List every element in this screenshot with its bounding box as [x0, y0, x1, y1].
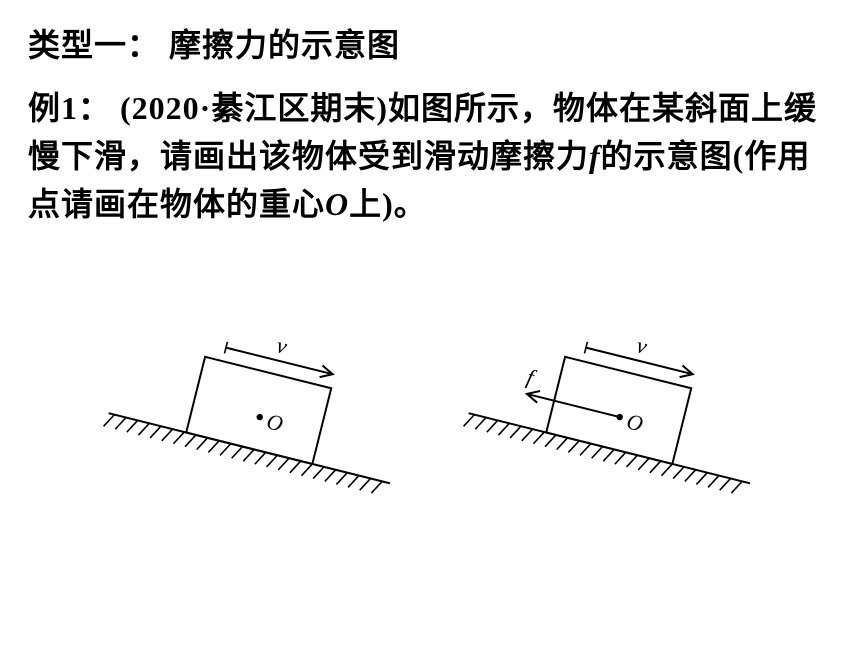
svg-text:v: v: [274, 332, 290, 359]
problem-O: O: [325, 186, 349, 222]
svg-text:v: v: [634, 332, 650, 359]
svg-text:f: f: [524, 364, 539, 390]
svg-text:O: O: [264, 408, 286, 436]
svg-text:O: O: [624, 408, 646, 436]
figures-row: Ov Ov f: [28, 258, 832, 518]
problem-f: f: [589, 138, 601, 174]
problem-suffix: 上)。: [349, 186, 427, 222]
section-heading: 类型一： 摩擦力的示意图: [28, 20, 832, 66]
problem-text: 例1： (2020·綦江区期末)如图所示，物体在某斜面上缓慢下滑，请画出该物体受…: [28, 84, 832, 228]
figure-right: Ov f: [458, 268, 778, 518]
figure-left: Ov: [98, 268, 418, 518]
